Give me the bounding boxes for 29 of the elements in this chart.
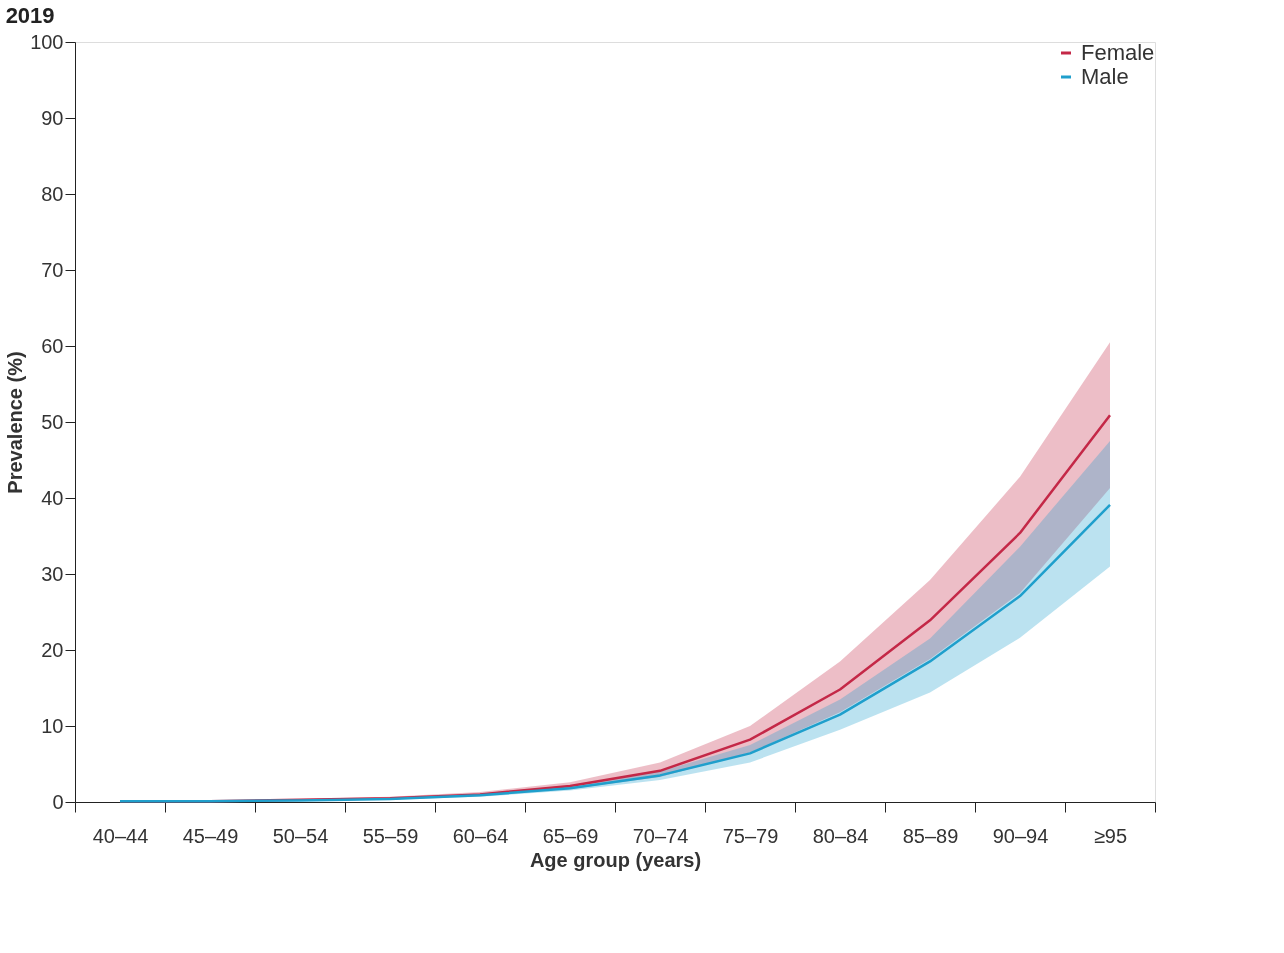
x-tick-label: 65–69 xyxy=(542,824,599,847)
y-tick-label: 90 xyxy=(41,106,64,129)
legend-label: Female xyxy=(1081,40,1155,65)
x-tick-label: 90–94 xyxy=(992,824,1049,847)
x-tick-label: 45–49 xyxy=(182,824,239,847)
legend-label: Male xyxy=(1081,64,1129,89)
y-tick-label: 10 xyxy=(41,714,64,737)
x-tick-label: 40–44 xyxy=(92,824,149,847)
y-tick-label: 30 xyxy=(41,562,64,585)
x-tick-label: 80–84 xyxy=(812,824,869,847)
y-axis-title: Prevalence (%) xyxy=(4,351,27,494)
y-tick-label: 0 xyxy=(52,790,64,813)
y-tick-label: 100 xyxy=(30,30,64,53)
x-tick-label: 55–59 xyxy=(362,824,419,847)
x-axis-title: Age group (years) xyxy=(529,848,702,871)
x-tick-label: ≥95 xyxy=(1093,824,1128,847)
y-tick-label: 80 xyxy=(41,182,64,205)
x-tick-label: 50–54 xyxy=(272,824,329,847)
chart-title: 2019 xyxy=(5,3,55,28)
y-tick-label: 50 xyxy=(41,410,64,433)
y-tick-label: 60 xyxy=(41,334,64,357)
y-tick-label: 70 xyxy=(41,258,64,281)
y-tick-label: 20 xyxy=(41,638,64,661)
line-series xyxy=(118,503,1112,803)
x-tick-label: 85–89 xyxy=(902,824,959,847)
y-tick-label: 40 xyxy=(41,486,64,509)
x-tick-label: 75–79 xyxy=(722,824,779,847)
x-tick-label: 60–64 xyxy=(452,824,509,847)
x-tick-label: 70–74 xyxy=(632,824,689,847)
